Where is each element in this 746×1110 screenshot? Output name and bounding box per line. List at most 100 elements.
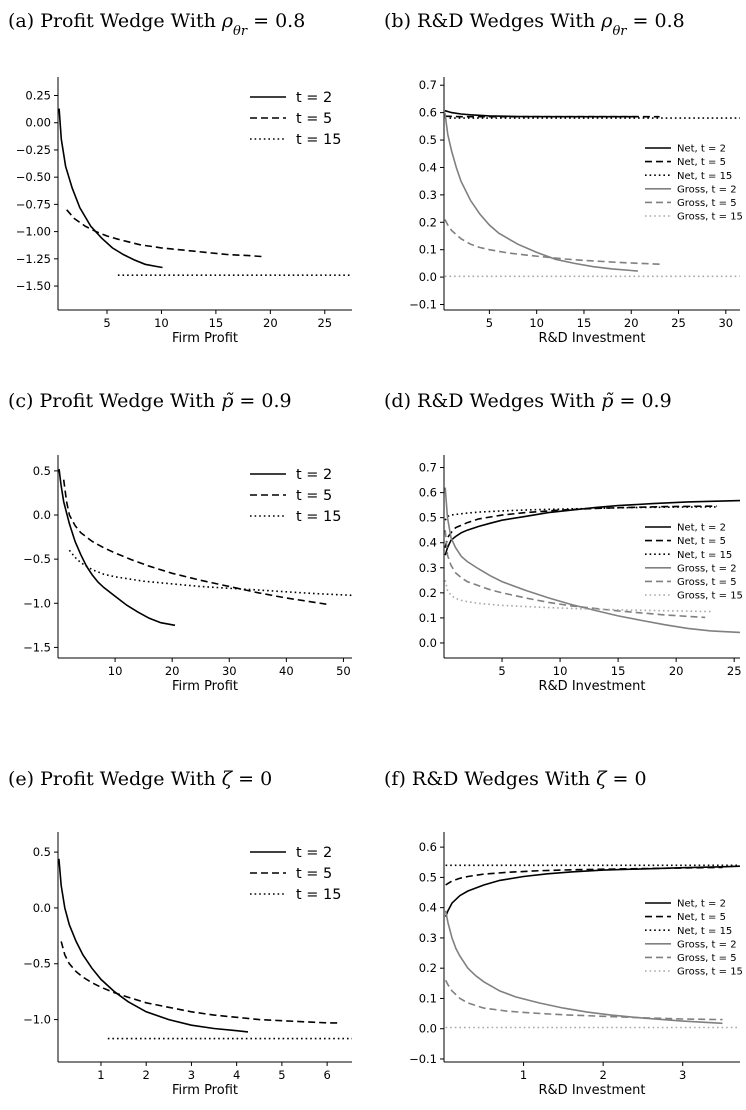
x-axis-label: Firm Profit: [172, 331, 238, 346]
x-tick-label: 5: [498, 664, 505, 678]
series-line-t-2: [58, 858, 249, 1033]
series-line-t-15: [68, 549, 353, 597]
title-suffix: = 0.9: [613, 390, 671, 412]
y-tick-label: 0.25: [25, 89, 51, 103]
series-line-gross-t-5: [444, 979, 723, 1021]
title-suffix: = 0.8: [627, 10, 685, 32]
title-prefix: (b) R&D Wedges With: [384, 10, 601, 32]
title-subscript: θr: [233, 24, 248, 39]
y-tick-label: 0.2: [419, 961, 437, 975]
y-tick-label: −0.25: [16, 143, 51, 157]
chart-title: (a) Profit Wedge With ρθr = 0.8: [8, 10, 305, 39]
y-tick-label: 0.7: [419, 78, 437, 92]
x-tick-label: 5: [278, 1068, 285, 1082]
y-tick-label: 0.6: [419, 106, 437, 120]
chart-title: (f) R&D Wedges With ζ = 0: [384, 768, 647, 790]
series-line-t-5: [60, 941, 339, 1024]
series-line-net-t-2: [444, 499, 741, 556]
y-tick-label: 0.5: [33, 464, 51, 478]
series-line-net-t-5: [445, 866, 723, 886]
x-tick-label: 20: [624, 316, 639, 330]
chart-title: (e) Profit Wedge With ζ = 0: [8, 768, 272, 790]
x-tick-label: 3: [679, 1068, 686, 1082]
x-tick-label: 20: [263, 316, 278, 330]
x-tick-label: 10: [154, 316, 169, 330]
y-tick-label: 0.3: [419, 931, 437, 945]
legend-entry: t = 5: [296, 488, 332, 504]
title-symbol: ζ: [222, 768, 234, 790]
y-tick-label: 0.0: [419, 1022, 437, 1036]
y-tick-label: 0.1: [419, 991, 437, 1005]
x-tick-label: 5: [103, 316, 110, 330]
legend-entry: Net, t = 5: [677, 536, 726, 547]
y-tick-label: 0.5: [419, 133, 437, 147]
x-tick-label: 25: [671, 316, 686, 330]
y-tick-label: 0.3: [419, 188, 437, 202]
y-tick-label: −1.00: [16, 225, 51, 239]
x-tick-label: 10: [553, 664, 568, 678]
y-tick-label: 0.0: [33, 901, 51, 915]
series-line-gross-t-2: [444, 112, 638, 272]
legend-entry: Net, t = 15: [677, 926, 732, 937]
legend-entry: Gross, t = 15: [677, 967, 743, 978]
title-suffix: = 0.8: [247, 10, 305, 32]
x-tick-label: 40: [279, 664, 294, 678]
chart-title: (c) Profit Wedge With p̃ = 0.9: [8, 390, 292, 412]
x-tick-label: 30: [718, 316, 733, 330]
x-axis-label: Firm Profit: [172, 679, 238, 694]
y-tick-label: −1.5: [23, 640, 51, 654]
chart-panel-b: (b) R&D Wedges With ρθr = 0.8 0.7 0.6 0.5 0.…: [384, 10, 743, 346]
chart-panel-a: (a) Profit Wedge With ρθr = 0.8 0.25 0.00 −…: [8, 10, 352, 346]
x-tick-label: 15: [611, 664, 626, 678]
title-symbol: p̃: [601, 390, 614, 412]
legend-entry: Net, t = 2: [677, 144, 726, 155]
series-line-net-t-2: [444, 109, 638, 118]
chart-panel-f: (f) R&D Wedges With ζ = 0 0.6 0.5 0.4 0.3 0.2…: [384, 768, 743, 1098]
y-tick-label: −0.1: [409, 298, 437, 312]
y-tick-label: 0.1: [419, 611, 437, 625]
title-prefix: (c) Profit Wedge With: [8, 390, 221, 412]
legend-entry: t = 2: [296, 845, 332, 861]
y-tick-label: −1.0: [23, 596, 51, 610]
legend-entry: t = 2: [296, 467, 332, 483]
y-tick-label: −0.1: [409, 1052, 437, 1066]
x-tick-label: 5: [486, 316, 493, 330]
title-prefix: (a) Profit Wedge With: [8, 10, 222, 32]
y-tick-label: 0.2: [419, 586, 437, 600]
series-line-t-5: [62, 479, 327, 605]
series-line-net-t-5: [444, 505, 717, 548]
legend-entry: Net, t = 2: [677, 899, 726, 910]
legend: t = 2 t = 5 t = 15: [250, 467, 342, 525]
title-prefix: (d) R&D Wedges With: [384, 390, 601, 412]
chart-panel-c: (c) Profit Wedge With p̃ = 0.9 0.5 0.0 −0.5…: [8, 390, 353, 694]
title-prefix: (e) Profit Wedge With: [8, 768, 222, 790]
legend-entry: t = 15: [296, 132, 342, 148]
x-tick-label: 15: [577, 316, 592, 330]
legend-entry: Gross, t = 5: [677, 577, 737, 588]
chart-title: (d) R&D Wedges With p̃ = 0.9: [384, 390, 672, 412]
chart-title: (b) R&D Wedges With ρθr = 0.8: [384, 10, 685, 39]
x-tick-label: 15: [209, 316, 224, 330]
title-symbol: ρ: [221, 10, 234, 32]
title-symbol: p̃: [221, 390, 234, 412]
x-tick-label: 4: [233, 1068, 240, 1082]
x-tick-label: 3: [188, 1068, 195, 1082]
series-line-t-2: [58, 469, 176, 627]
title-suffix: = 0: [606, 768, 646, 790]
y-tick-label: 0.5: [419, 870, 437, 884]
legend-entry: t = 5: [296, 111, 332, 127]
y-tick-label: 0.4: [419, 160, 437, 174]
y-tick-label: 0.00: [25, 116, 51, 130]
title-suffix: = 0: [232, 768, 272, 790]
y-tick-label: 0.4: [419, 536, 437, 550]
legend: Net, t = 2 Net, t = 5 Net, t = 15 Gross, t …: [645, 899, 743, 978]
x-tick-label: 6: [323, 1068, 330, 1082]
legend-entry: Gross, t = 5: [677, 953, 737, 964]
legend-entry: Gross, t = 2: [677, 563, 737, 574]
title-prefix: (f) R&D Wedges With: [384, 768, 596, 790]
y-tick-label: −0.50: [16, 170, 51, 184]
chart-panel-d: (d) R&D Wedges With p̃ = 0.9 0.7 0.6 0.5 0.4…: [384, 390, 743, 694]
y-tick-label: 0.1: [419, 243, 437, 257]
legend: t = 2 t = 5 t = 15: [250, 90, 342, 148]
y-tick-label: 0.5: [419, 511, 437, 525]
